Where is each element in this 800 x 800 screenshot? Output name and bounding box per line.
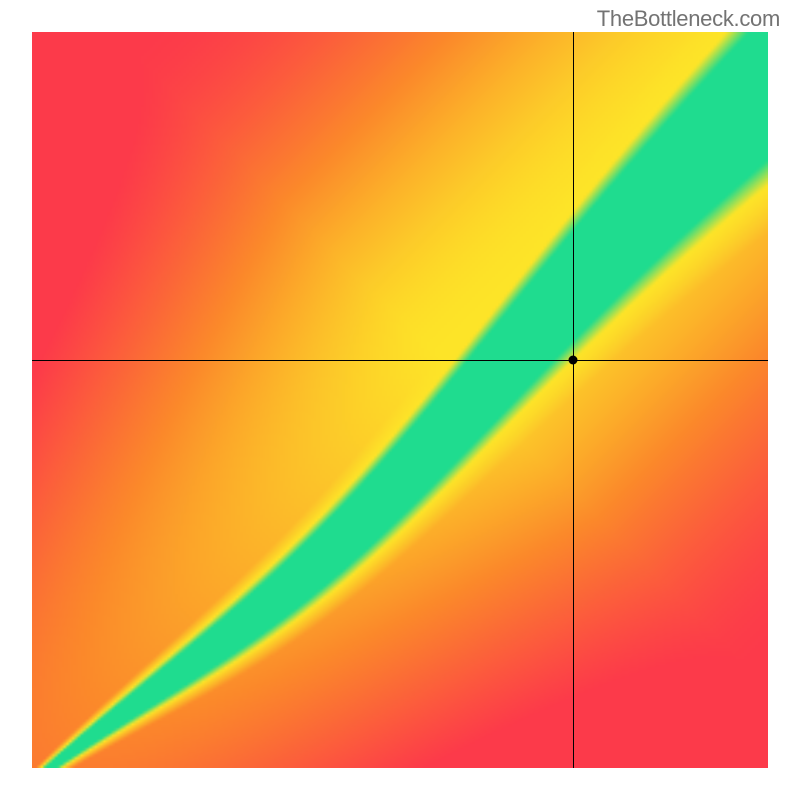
figure-container: TheBottleneck.com	[0, 0, 800, 800]
crosshair-horizontal	[32, 360, 768, 361]
heatmap-canvas	[32, 32, 768, 768]
crosshair-marker	[568, 355, 577, 364]
watermark-text: TheBottleneck.com	[597, 6, 780, 32]
heatmap-chart	[32, 32, 768, 768]
crosshair-vertical	[573, 32, 574, 768]
